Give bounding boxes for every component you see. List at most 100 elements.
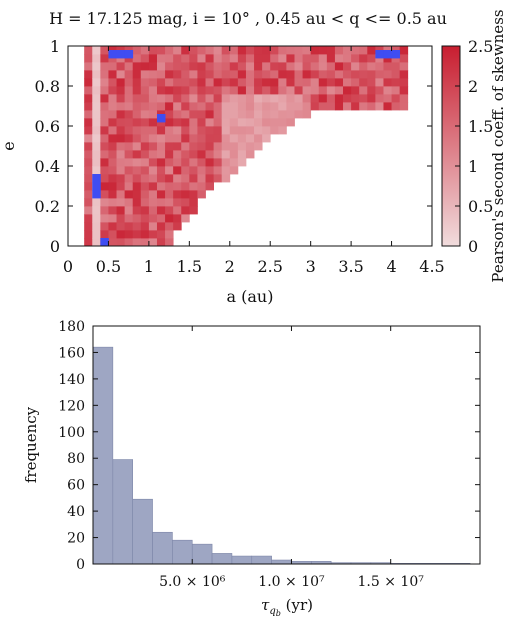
heatmap-cell: [189, 142, 198, 151]
heatmap-cell: [140, 54, 150, 63]
heatmap-cell: [359, 86, 368, 95]
heatmap-cell: [302, 86, 312, 95]
heatmap-cell: [140, 190, 150, 199]
heatmap-cell: [245, 102, 255, 111]
heatmap-cell: [189, 54, 198, 63]
heatmap-cell: [140, 110, 150, 119]
heatmap-cell: [116, 190, 126, 199]
heatmap-cell: [132, 118, 142, 127]
heatmap-cell: [156, 102, 166, 111]
heatmap-cell: [108, 214, 117, 223]
heatmap-cell: [254, 118, 263, 127]
heatmap-cell: [197, 182, 206, 191]
heatmap-cell: [254, 70, 263, 79]
heatmap-cell: [132, 214, 142, 223]
heatmap-cell: [278, 78, 287, 87]
heatmap-cell: [245, 118, 255, 127]
heatmap-cell: [156, 158, 166, 167]
heatmap-cell: [189, 190, 198, 199]
heatmap-cell: [148, 110, 158, 119]
heatmap-cell: [205, 110, 214, 119]
heatmap-cell: [116, 230, 126, 239]
heatmap-cell: [189, 206, 198, 215]
heatmap-cell: [237, 110, 247, 119]
heatmap-cell: [334, 86, 344, 95]
heatmap-cell: [140, 62, 150, 71]
heatmap-cell: [148, 118, 158, 127]
heatmap-cell: [205, 78, 214, 87]
heatmap-cell: [229, 158, 239, 167]
heatmap-cell: [391, 78, 401, 87]
heatmap-cell: [334, 54, 344, 63]
heatmap-cell: [359, 54, 368, 63]
heatmap-cell: [245, 142, 255, 151]
heatmap-cell: [165, 206, 174, 215]
heatmap-cell: [132, 86, 142, 95]
heatmap-cell: [221, 150, 231, 159]
histogram-y-tick-label: 0: [76, 557, 85, 573]
heatmap-cell: [156, 46, 166, 55]
heatmap-cell: [92, 78, 101, 87]
heatmap-cell: [254, 102, 263, 111]
heatmap-cell: [245, 62, 255, 71]
heatmap-cell: [197, 190, 206, 199]
heatmap-cell: [197, 142, 206, 151]
heatmap-cell: [100, 134, 109, 143]
heatmap-cell: [92, 150, 101, 159]
heatmap-cell: [229, 166, 239, 175]
heatmap-cell: [92, 70, 101, 79]
heatmap-cell: [286, 102, 295, 111]
heatmap-cell: [148, 142, 158, 151]
heatmap-cell: [132, 46, 142, 55]
heatmap-cell: [140, 214, 150, 223]
heatmap-cell: [326, 102, 336, 111]
heatmap-cell: [92, 126, 101, 135]
heatmap-cell: [181, 182, 190, 191]
heatmap-cell: [140, 222, 150, 231]
heatmap-cell: [359, 102, 368, 111]
heatmap-cell: [148, 134, 158, 143]
heatmap-cell: [181, 118, 190, 127]
heatmap-cell: [270, 78, 279, 87]
heatmap-cell: [254, 126, 263, 135]
heatmap-cell: [173, 126, 182, 135]
heatmap-cell: [181, 190, 190, 199]
heatmap-cell: [132, 230, 142, 239]
heatmap-cell: [84, 126, 93, 135]
heatmap-cell: [294, 110, 303, 119]
heatmap-cell: [310, 54, 320, 63]
heatmap-cell: [132, 126, 142, 135]
heatmap-cell: [302, 110, 312, 119]
heatmap-cell: [181, 86, 190, 95]
heatmap-cell: [262, 110, 271, 119]
heatmap-cell: [343, 54, 352, 63]
heatmap-cell: [205, 150, 214, 159]
heatmap-cell: [245, 150, 255, 159]
heatmap-cell: [399, 70, 409, 79]
histogram-bar: [211, 553, 233, 565]
heatmap-cell: [92, 86, 101, 95]
heatmap-cell: [318, 86, 328, 95]
heatmap-cell: [165, 126, 174, 135]
heatmap-cell: [124, 94, 134, 103]
heatmap-highlight-cell: [156, 114, 166, 123]
heatmap-cell: [108, 198, 117, 207]
heatmap-cell: [148, 126, 158, 135]
heatmap-cell: [84, 190, 93, 199]
heatmap-cell: [124, 86, 134, 95]
heatmap-cell: [294, 62, 303, 71]
heatmap-cell: [92, 206, 101, 215]
heatmap-cell: [116, 70, 126, 79]
heatmap-cell: [237, 158, 247, 167]
colorbar-tick-label: 2: [468, 77, 478, 96]
heatmap-x-tick-label: 2: [225, 257, 235, 276]
heatmap-cell: [326, 54, 336, 63]
heatmap-cell: [165, 86, 174, 95]
heatmap-cell: [100, 182, 109, 191]
heatmap-cell: [173, 110, 182, 119]
heatmap-cell: [108, 118, 117, 127]
heatmap-cell: [165, 110, 174, 119]
heatmap-cell: [156, 134, 166, 143]
heatmap-cell: [229, 118, 239, 127]
heatmap-cell: [237, 150, 247, 159]
